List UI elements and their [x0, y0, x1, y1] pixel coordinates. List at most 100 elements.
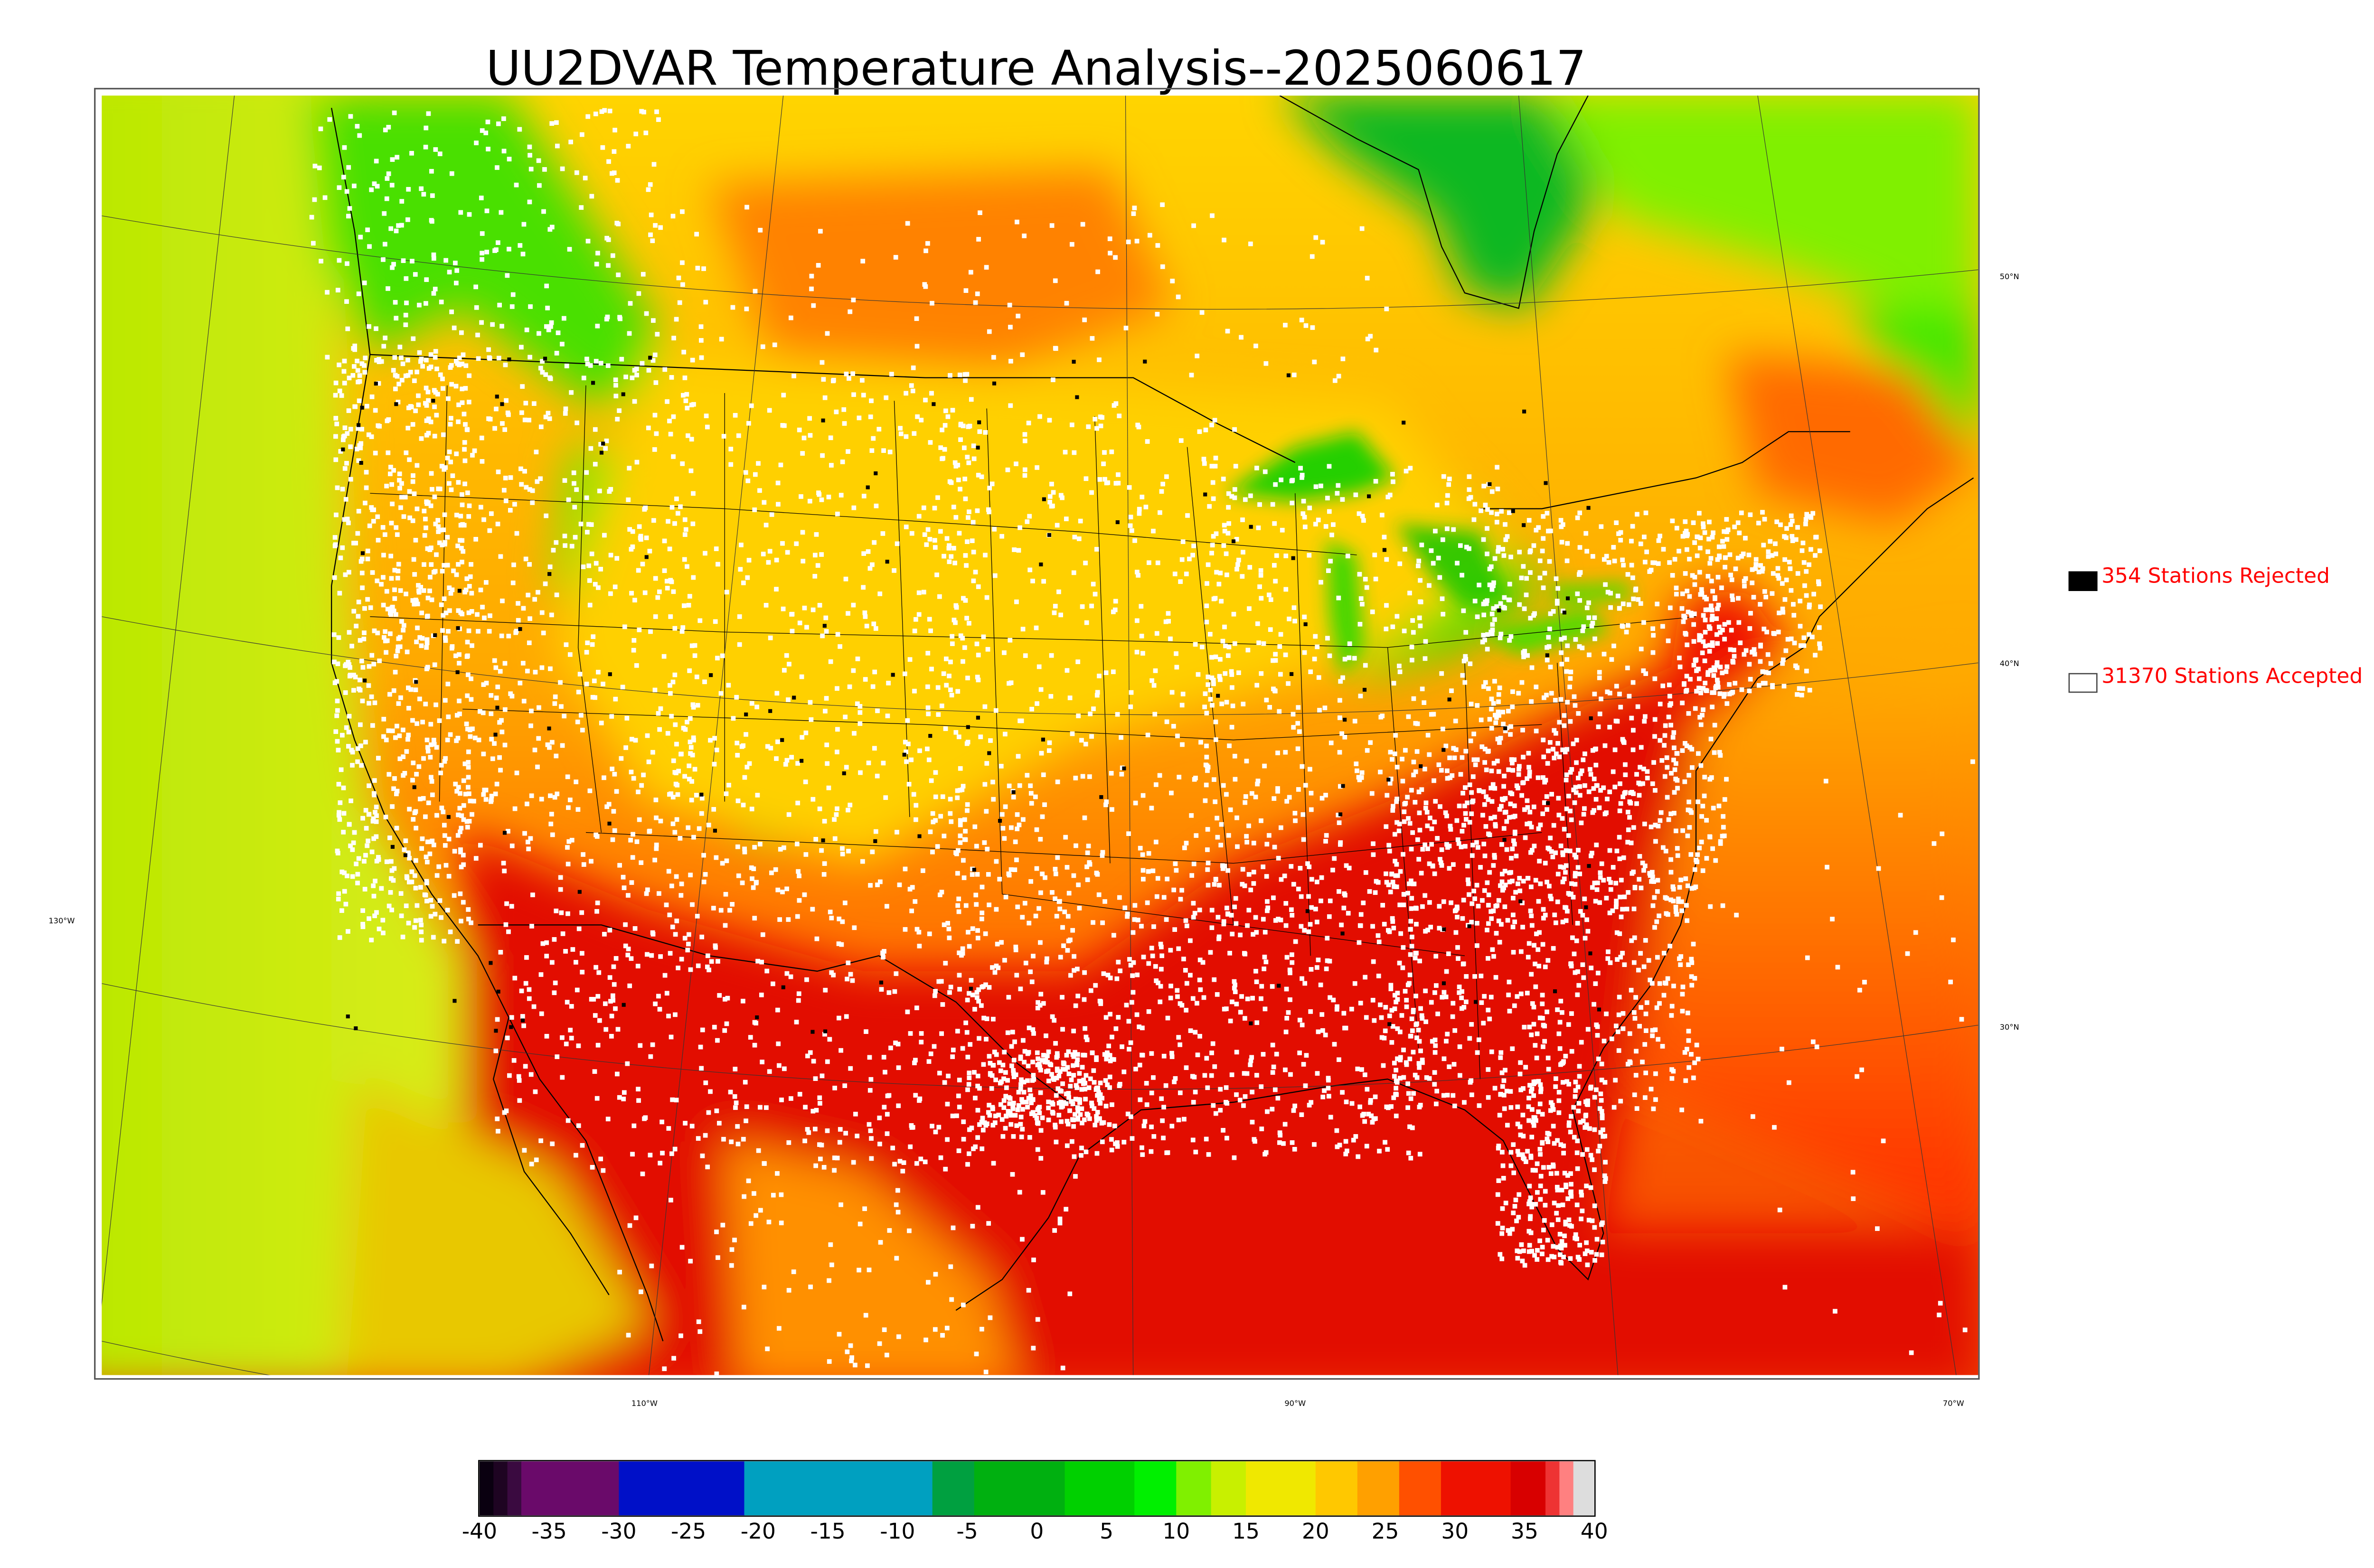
- accepted-station-marker: [356, 614, 361, 619]
- accepted-station-marker: [462, 412, 467, 417]
- accepted-station-marker: [1137, 507, 1142, 512]
- accepted-station-marker: [375, 578, 380, 583]
- accepted-station-marker: [1565, 643, 1570, 648]
- accepted-station-marker: [1447, 755, 1452, 761]
- accepted-station-marker: [1069, 423, 1074, 427]
- accepted-station-marker: [1247, 565, 1253, 570]
- accepted-station-marker: [1072, 968, 1076, 973]
- accepted-station-marker: [680, 625, 686, 630]
- accepted-station-marker: [1523, 1065, 1528, 1070]
- accepted-station-marker: [958, 487, 962, 492]
- accepted-station-marker: [1583, 531, 1589, 536]
- accepted-station-marker: [1451, 1093, 1456, 1098]
- accepted-station-marker: [466, 400, 471, 404]
- accepted-station-marker: [1130, 990, 1136, 995]
- accepted-station-marker: [622, 885, 627, 890]
- accepted-station-marker: [448, 732, 453, 737]
- accepted-station-marker: [723, 997, 727, 1002]
- accepted-station-marker: [1270, 502, 1275, 507]
- accepted-station-marker: [1817, 548, 1822, 554]
- accepted-station-marker: [1193, 1089, 1198, 1095]
- accepted-station-marker: [945, 920, 950, 926]
- accepted-station-marker: [1305, 861, 1310, 866]
- accepted-station-marker: [1193, 1149, 1198, 1155]
- accepted-station-marker: [767, 549, 772, 554]
- accepted-station-marker: [466, 785, 471, 790]
- accepted-station-marker: [424, 860, 430, 864]
- accepted-station-marker: [359, 763, 364, 768]
- accepted-station-marker: [481, 751, 486, 757]
- accepted-station-marker: [593, 1013, 598, 1018]
- accepted-station-marker: [1226, 645, 1232, 649]
- accepted-station-marker: [1360, 601, 1365, 607]
- accepted-station-marker: [503, 922, 509, 927]
- accepted-station-marker: [885, 1112, 890, 1117]
- accepted-station-marker: [1394, 1113, 1399, 1118]
- accepted-station-marker: [636, 789, 641, 795]
- accepted-station-marker: [832, 836, 838, 841]
- accepted-station-marker: [966, 424, 971, 429]
- accepted-station-marker: [1207, 632, 1213, 637]
- accepted-station-marker: [1387, 781, 1393, 786]
- accepted-station-marker: [1685, 589, 1690, 593]
- accepted-station-marker: [1390, 1024, 1395, 1029]
- accepted-station-marker: [1634, 801, 1639, 806]
- accepted-station-marker: [468, 574, 473, 579]
- accepted-station-marker: [1753, 566, 1758, 571]
- accepted-station-marker: [1789, 513, 1794, 518]
- accepted-station-marker: [349, 798, 353, 803]
- accepted-station-marker: [1762, 589, 1767, 594]
- accepted-station-marker: [609, 1033, 614, 1039]
- accepted-station-marker: [1213, 737, 1218, 742]
- accepted-station-marker: [1743, 535, 1748, 541]
- accepted-station-marker: [1698, 634, 1704, 639]
- accepted-station-marker: [1067, 695, 1073, 700]
- accepted-station-marker: [1656, 561, 1661, 566]
- accepted-station-marker: [1149, 1124, 1154, 1129]
- accepted-station-marker: [1308, 1009, 1313, 1014]
- accepted-station-marker: [458, 514, 463, 519]
- accepted-station-marker: [629, 591, 634, 596]
- accepted-station-marker: [1277, 1130, 1282, 1135]
- accepted-station-marker: [1190, 553, 1195, 558]
- accepted-station-marker: [699, 796, 705, 801]
- accepted-station-marker: [1505, 534, 1510, 539]
- accepted-station-marker: [1506, 709, 1511, 714]
- accepted-station-marker: [1537, 558, 1543, 563]
- accepted-station-marker: [1521, 654, 1526, 659]
- accepted-station-marker: [1324, 833, 1329, 838]
- accepted-station-marker: [1704, 818, 1709, 823]
- accepted-station-marker: [520, 384, 525, 389]
- accepted-station-marker: [962, 645, 967, 650]
- accepted-station-marker: [410, 479, 415, 484]
- accepted-station-marker: [391, 688, 396, 693]
- accepted-station-marker: [765, 744, 770, 749]
- accepted-station-marker: [1584, 917, 1589, 922]
- accepted-station-marker: [1777, 610, 1781, 615]
- accepted-station-marker: [1504, 819, 1509, 824]
- accepted-station-marker: [1255, 781, 1260, 787]
- accepted-station-marker: [580, 969, 585, 975]
- accepted-station-marker: [1658, 534, 1662, 538]
- accepted-station-marker: [967, 621, 971, 626]
- accepted-station-marker: [1194, 833, 1199, 838]
- accepted-station-marker: [1685, 1010, 1690, 1015]
- accepted-station-marker: [425, 546, 430, 551]
- accepted-station-marker: [1498, 1050, 1504, 1055]
- accepted-station-marker: [961, 784, 966, 789]
- accepted-station-marker: [423, 814, 428, 819]
- accepted-station-marker: [861, 494, 867, 498]
- accepted-station-marker: [1278, 825, 1283, 830]
- accepted-station-marker: [595, 901, 600, 905]
- accepted-station-marker: [1432, 1070, 1437, 1075]
- accepted-station-marker: [1617, 692, 1622, 696]
- accepted-station-marker: [837, 916, 842, 921]
- accepted-station-marker: [412, 873, 417, 878]
- accepted-station-marker: [429, 471, 434, 476]
- accepted-station-marker: [1380, 513, 1385, 517]
- accepted-station-marker: [1413, 1072, 1418, 1078]
- accepted-station-marker: [469, 697, 474, 702]
- accepted-station-marker: [1028, 969, 1033, 974]
- accepted-station-marker: [943, 408, 948, 413]
- accepted-station-marker: [1232, 753, 1237, 759]
